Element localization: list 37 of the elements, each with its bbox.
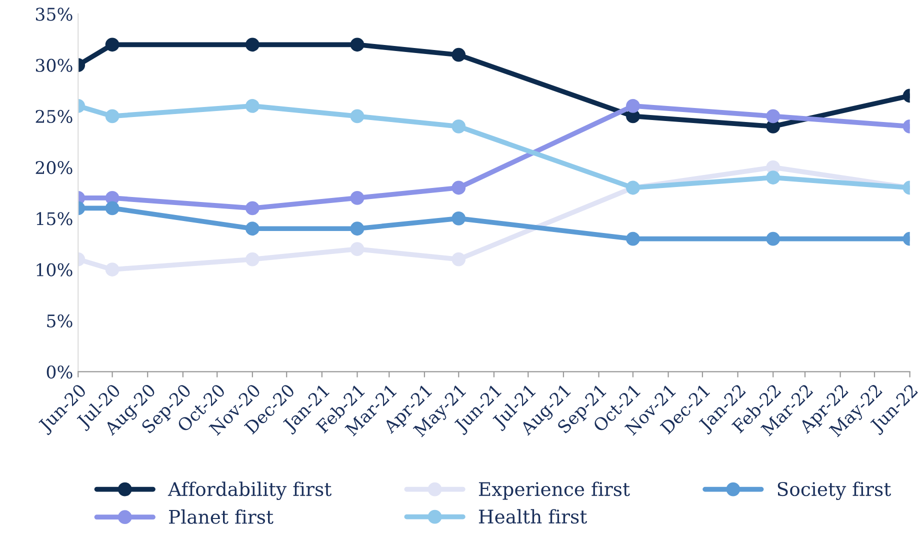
legend-label: Society first — [778, 482, 892, 500]
point — [105, 201, 120, 216]
point — [245, 201, 260, 216]
y-tick-label: 25% — [36, 110, 72, 124]
point — [350, 242, 364, 256]
point — [245, 252, 260, 266]
point — [452, 211, 466, 226]
point — [350, 222, 364, 236]
point — [452, 252, 466, 266]
point — [626, 99, 640, 113]
legend-label: Affordability first — [168, 482, 332, 500]
point — [766, 232, 780, 246]
legend-label: Planet first — [169, 509, 274, 524]
y-tick-label: 20% — [36, 161, 72, 174]
point — [245, 222, 260, 236]
point — [350, 109, 364, 124]
y-tick-label: 0% — [46, 365, 72, 379]
y-tick-label: 15% — [36, 212, 72, 226]
point — [626, 232, 640, 246]
point — [766, 109, 780, 124]
legend-label: Health first — [478, 509, 588, 524]
y-tick-label: 5% — [47, 314, 72, 328]
point — [350, 191, 364, 205]
point — [452, 180, 466, 195]
legend-label: Experience first — [478, 482, 630, 500]
point — [105, 109, 120, 124]
point — [245, 99, 260, 113]
y-tick-label: 35% — [36, 8, 72, 21]
point — [350, 38, 364, 52]
point — [245, 38, 260, 52]
point — [766, 170, 780, 184]
point — [105, 38, 120, 52]
y-tick-label: 30% — [36, 58, 72, 72]
point — [452, 48, 466, 62]
point — [452, 119, 466, 134]
point — [105, 262, 120, 276]
y-tick-label: 10% — [36, 263, 72, 276]
